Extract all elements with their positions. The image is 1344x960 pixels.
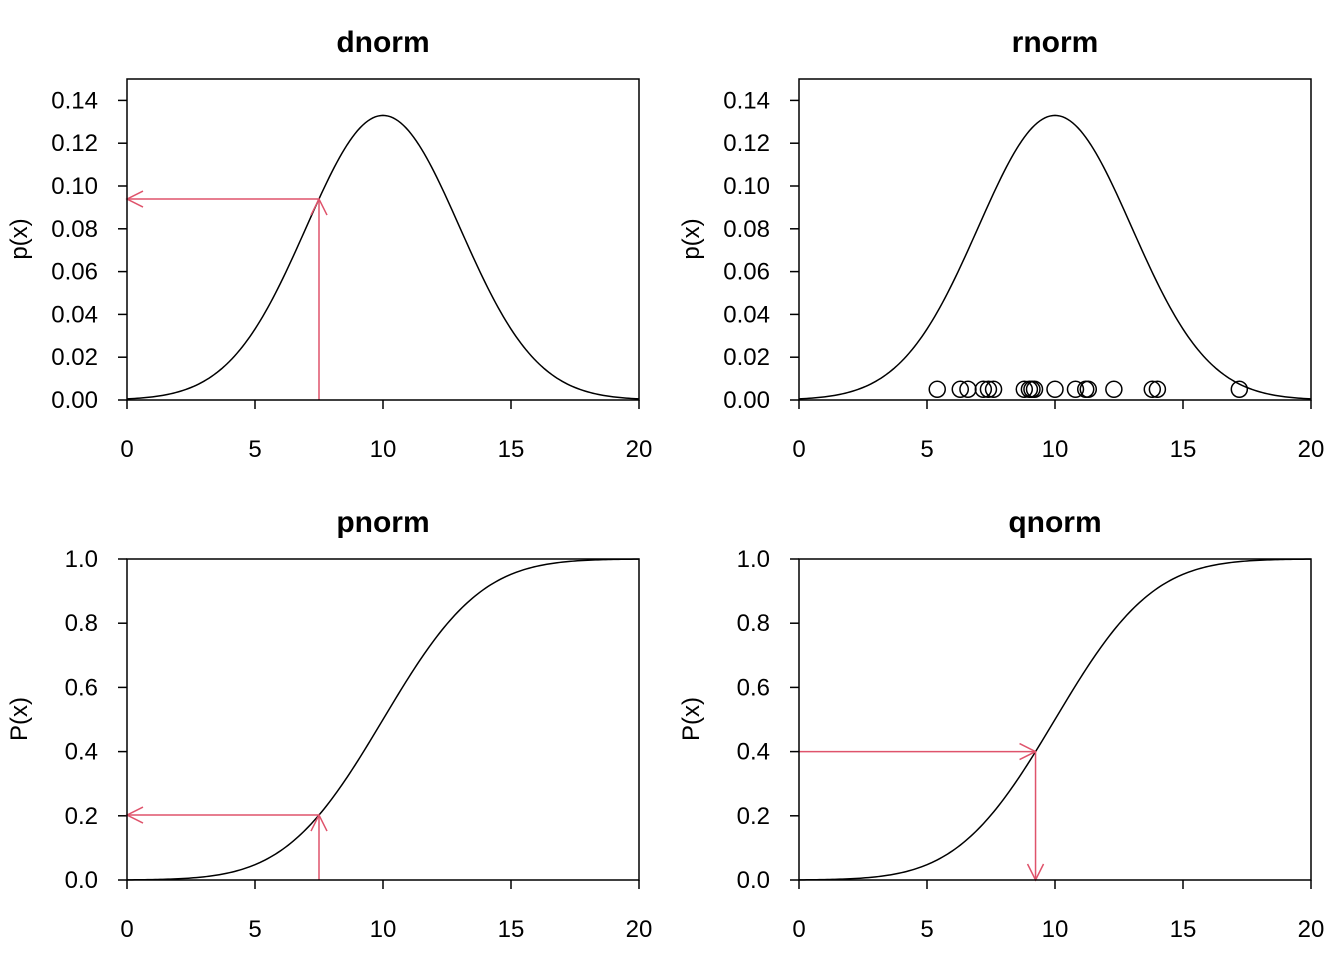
x-tick-label: 0 [120, 916, 133, 943]
y-axis-label: P(x) [678, 697, 705, 741]
y-axis-label: p(x) [6, 218, 33, 259]
y-tick-label: 0.08 [723, 216, 770, 243]
panel-dnorm: dnorm p(x) 0 5 10 15 200.000.020.040.060.080… [6, 26, 652, 463]
y-tick-label: 0.4 [737, 739, 770, 766]
x-tick-label: 20 [1298, 916, 1325, 943]
y-tick-label: 0.12 [723, 130, 770, 157]
chart-title: dnorm [336, 26, 429, 59]
data-point [1046, 380, 1064, 399]
series-line [126, 114, 640, 400]
plot-frame [798, 78, 1312, 401]
y-tick-label: 0.02 [723, 344, 770, 371]
axis-ticks: 0 5 10 15 20 0.0 0.2 0.4 0.6 0.8 1.0 [65, 546, 653, 943]
x-tick-label: 0 [792, 916, 805, 943]
data-point [1230, 380, 1249, 399]
y-tick-label: 0.0 [737, 867, 770, 894]
y-tick-label: 0.6 [65, 674, 98, 701]
x-tick-label: 20 [1298, 436, 1325, 463]
x-tick-label: 20 [626, 436, 653, 463]
data-point [974, 380, 993, 399]
panel-qnorm: qnorm P(x) 0 5 10 15 20 0.0 0.2 0.4 0.6 0.8 1.0 [678, 506, 1324, 943]
plot-marks [798, 558, 1312, 882]
x-tick-label: 5 [920, 436, 933, 463]
data-point [984, 380, 1003, 399]
y-tick-label: 0.00 [51, 387, 98, 414]
y-tick-label: 0.8 [737, 610, 770, 637]
x-tick-label: 15 [1170, 916, 1197, 943]
y-tick-label: 0.0 [65, 867, 98, 894]
x-tick-label: 15 [1170, 436, 1197, 463]
x-tick-label: 5 [920, 916, 933, 943]
y-axis-label: p(x) [678, 218, 705, 259]
data-point [979, 380, 998, 399]
x-tick-label: 5 [248, 436, 261, 463]
x-tick-label: 0 [120, 436, 133, 463]
x-tick-label: 20 [626, 916, 653, 943]
plot-frame [126, 78, 640, 401]
plot-marks [125, 114, 640, 400]
axis-ticks: 0 5 10 15 20 0.00 0.02 0.04 0.06 0.08 0.10 0.12 0.14 [723, 87, 1324, 463]
y-tick-label: 0.2 [65, 803, 98, 830]
panel-pnorm: pnorm P(x) 0 5 10 15 20 0.0 0.2 0.4 0.6 0.8 1.0 [6, 506, 652, 943]
data-point [951, 380, 970, 399]
y-tick-label: 0.10 [51, 173, 98, 200]
x-tick-label: 10 [370, 436, 397, 463]
x-tick-label: 10 [1042, 916, 1069, 943]
axis-ticks: 0 5 10 15 20 0.00 0.02 0.04 0.06 0.08 0.10 0.12 0.14 [51, 87, 652, 463]
data-point [1079, 380, 1098, 399]
data-point [1025, 380, 1044, 399]
chart-title: pnorm [336, 506, 429, 539]
y-tick-label: 0.00 [723, 387, 770, 414]
plot-frame [798, 558, 1312, 881]
series-line [126, 558, 640, 881]
x-tick-label: 10 [1042, 436, 1069, 463]
data-point [928, 380, 946, 399]
x-tick-label: 15 [498, 916, 525, 943]
y-tick-label: 0.8 [65, 610, 98, 637]
y-tick-label: 1.0 [737, 546, 770, 573]
y-tick-label: 0.2 [737, 803, 770, 830]
panel-rnorm: rnorm p(x) 0 5 10 15 200.000.020.040.060.080… [678, 26, 1324, 463]
series-line [798, 558, 1312, 881]
y-tick-label: 0.12 [51, 130, 98, 157]
y-tick-label: 0.06 [51, 259, 98, 286]
x-tick-label: 10 [370, 916, 397, 943]
axis-ticks: 0 5 10 15 20 0.0 0.2 0.4 0.6 0.8 1.0 [737, 546, 1325, 943]
y-tick-label: 0.04 [51, 301, 98, 328]
y-tick-label: 0.06 [723, 259, 770, 286]
x-tick-label: 0 [792, 436, 805, 463]
y-tick-label: 0.14 [723, 87, 770, 114]
plot-frame [126, 558, 640, 881]
y-tick-label: 0.10 [723, 173, 770, 200]
y-tick-label: 0.6 [737, 674, 770, 701]
data-point [1015, 380, 1034, 399]
x-tick-label: 15 [498, 436, 525, 463]
y-tick-label: 0.04 [723, 301, 770, 328]
chart-title: qnorm [1008, 506, 1101, 539]
data-point [1143, 380, 1162, 399]
data-point [1148, 380, 1167, 399]
plot-marks [125, 558, 640, 881]
y-tick-label: 0.08 [51, 216, 98, 243]
data-point [1066, 380, 1085, 399]
chart-title: rnorm [1012, 26, 1099, 59]
y-tick-label: 0.14 [51, 87, 98, 114]
series-line [798, 114, 1312, 400]
y-tick-label: 1.0 [65, 546, 98, 573]
x-tick-label: 5 [248, 916, 261, 943]
y-tick-label: 0.4 [65, 739, 98, 766]
plot-marks [798, 114, 1312, 400]
data-point [1105, 380, 1123, 399]
y-axis-label: P(x) [6, 697, 33, 741]
annotation-arrowhead [1019, 742, 1038, 761]
y-tick-label: 0.02 [51, 344, 98, 371]
